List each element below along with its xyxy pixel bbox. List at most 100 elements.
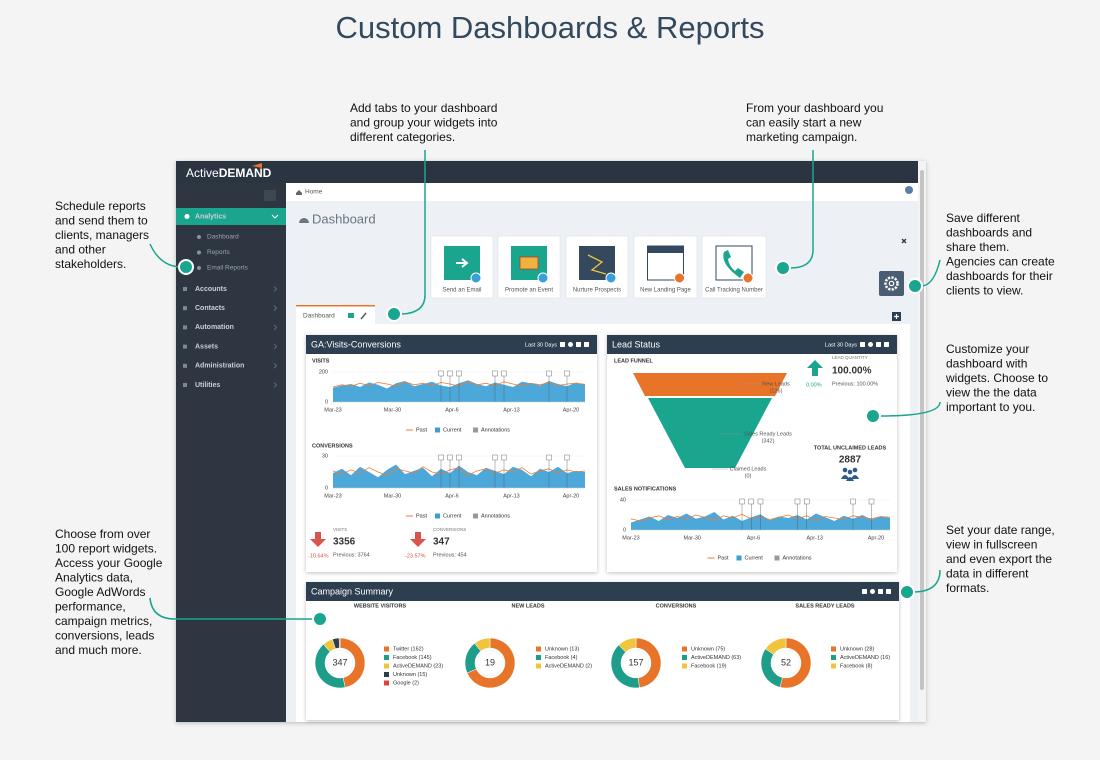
widget-tool[interactable] <box>886 589 891 594</box>
stat-value: 347 <box>433 537 450 548</box>
donut-legend-label: Facebook (4) <box>545 655 578 661</box>
menu-active[interactable] <box>176 208 286 225</box>
donut-legend-label: Facebook (145) <box>393 655 432 661</box>
y-tick-label: 30 <box>322 453 328 459</box>
donut-legend-label: ActiveDEMAND (2) <box>545 663 592 669</box>
legend-label: Current <box>443 513 462 519</box>
connector <box>921 259 941 287</box>
menu-icon <box>183 287 187 291</box>
legend-label: Annotations <box>481 513 510 519</box>
donut-slice <box>466 637 516 689</box>
chevron <box>273 305 278 311</box>
submenu-icon <box>197 266 201 270</box>
x-tick-label: Mar-30 <box>384 407 401 413</box>
donut-total: 52 <box>781 657 791 667</box>
callout-text: Save different <box>946 211 1020 225</box>
callout-text: and group your widgets into <box>350 116 498 130</box>
callout-text: view the the data <box>946 386 1037 400</box>
callout-dot <box>386 306 402 322</box>
callout-text: view in fullscreen <box>946 538 1037 552</box>
funnel-count: (0) <box>745 473 752 479</box>
annotation-icon <box>804 498 810 505</box>
annotation-icon <box>850 498 856 505</box>
stat-value: 3356 <box>333 537 356 548</box>
annotation-icon <box>794 498 801 505</box>
widget-tool[interactable] <box>870 589 875 594</box>
widget-tool[interactable] <box>860 342 865 347</box>
callout-dot <box>775 260 791 276</box>
widget-tool[interactable] <box>560 342 565 347</box>
funnel-stage <box>633 373 787 396</box>
widget-tool[interactable] <box>878 589 883 594</box>
widget-tool[interactable] <box>868 342 873 347</box>
legend-swatch <box>473 427 478 433</box>
y-tick-label: 40 <box>620 497 626 503</box>
widget-tool[interactable] <box>876 342 881 347</box>
stat-previous: Previous: 3764 <box>333 552 370 558</box>
callout-text: dashboard with <box>946 357 1027 371</box>
add-widget-plus <box>894 314 899 319</box>
home-icon <box>296 190 302 195</box>
tab-chart-icon <box>348 313 354 318</box>
menu-icon <box>183 325 187 330</box>
funnel-label: Claimed Leads <box>730 466 767 472</box>
annotation-icon <box>456 454 462 461</box>
connector <box>149 243 181 268</box>
menu-item: Contacts <box>195 305 225 312</box>
widget-tool[interactable] <box>884 342 889 347</box>
tab-label: Dashboard <box>303 313 335 320</box>
annotation-icon <box>447 454 453 461</box>
callout-text: and send them to <box>55 214 148 228</box>
annotation-icon <box>748 498 754 505</box>
close-icon[interactable] <box>901 238 907 244</box>
funnel-stage <box>648 398 772 468</box>
chevron <box>271 214 279 219</box>
x-tick-label: Mar-23 <box>324 407 341 413</box>
callout-text: Google AdWords <box>55 585 146 599</box>
callout-text: Agencies can create <box>946 255 1055 269</box>
menu-item: Analytics <box>195 213 226 220</box>
tab-edit-icon <box>360 312 367 320</box>
tab[interactable] <box>296 306 375 324</box>
annotation-icon <box>438 370 444 377</box>
menu-toggle[interactable] <box>264 190 276 201</box>
x-tick-label: Mar-23 <box>622 535 639 541</box>
scroll-thumb <box>920 170 924 690</box>
legend-label: Past <box>718 555 729 561</box>
donut-total: 19 <box>485 657 495 667</box>
widget-tool[interactable] <box>568 342 573 347</box>
icon-badge <box>674 272 685 284</box>
x-tick-label: Apr-6 <box>445 407 458 413</box>
quick-action-label: Call Tracking Number <box>705 288 763 294</box>
legend-swatch <box>831 646 836 652</box>
legend-swatch <box>384 672 389 677</box>
tab-accent <box>296 305 375 307</box>
icon-badge <box>742 272 754 284</box>
chart-label: CONVERSIONS <box>312 443 353 449</box>
callout-dot <box>865 408 881 424</box>
annotation-icon <box>492 370 498 377</box>
annotation-icon <box>757 498 764 505</box>
callout-text: stakeholders. <box>55 257 126 271</box>
donut-legend-label: Facebook (19) <box>691 663 727 669</box>
funnel-count: (342) <box>762 438 775 444</box>
donut-slice <box>765 637 787 655</box>
callout-text: important to you. <box>946 400 1035 414</box>
callout-text: widgets. Choose to <box>945 371 1048 385</box>
callout-text: data in different <box>946 567 1029 581</box>
settings-button[interactable] <box>879 271 904 296</box>
widget-tool[interactable] <box>576 342 581 347</box>
unclaimed-value: 2887 <box>839 455 862 466</box>
annotation-icon <box>492 454 498 461</box>
widget-tool[interactable] <box>862 589 867 594</box>
connector <box>401 150 426 315</box>
icon-phone <box>723 250 744 278</box>
unclaimed-label: TOTAL UNCLAIMED LEADS <box>814 445 887 451</box>
widget-tool[interactable] <box>584 342 589 347</box>
gauge-icon <box>299 218 309 223</box>
help-icon[interactable] <box>905 186 913 194</box>
donut-legend-label: Unknown (28) <box>840 646 874 652</box>
annotation-icon <box>546 370 552 377</box>
stat-change: -23.57% <box>405 553 426 559</box>
